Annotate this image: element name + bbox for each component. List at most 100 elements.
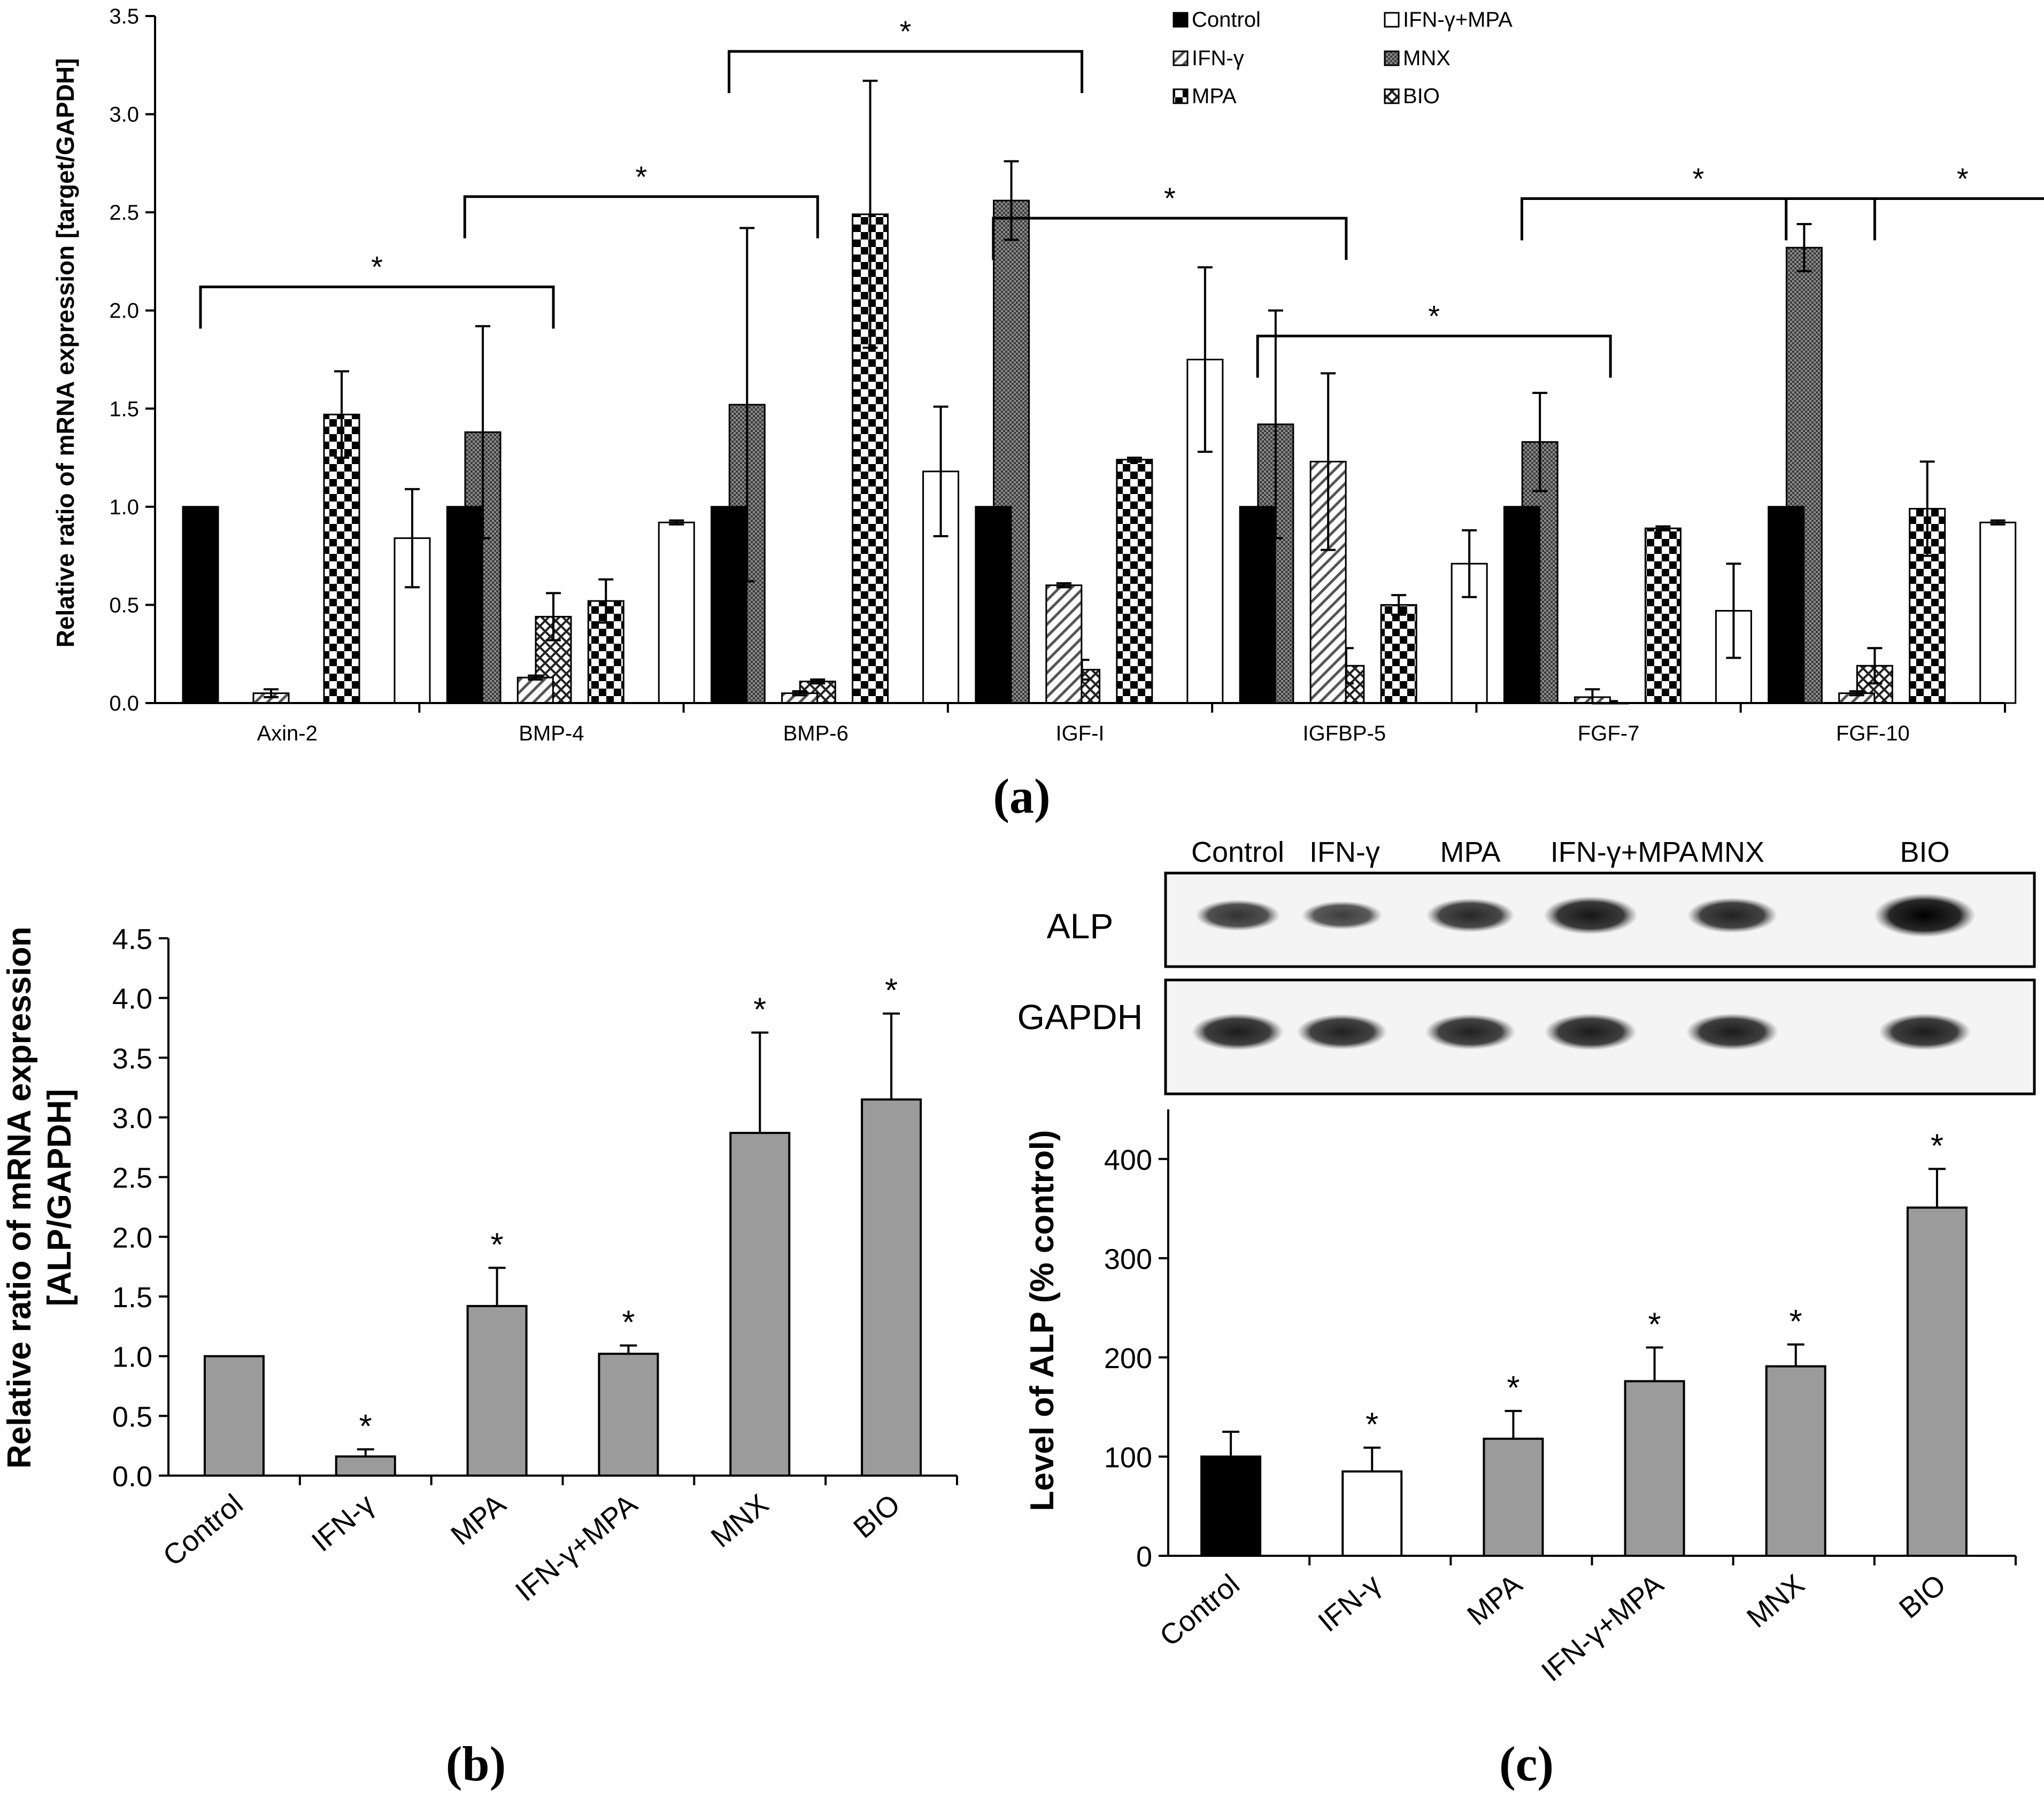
panel-a-significance-star: * [635,160,647,194]
blot-band [1544,896,1638,935]
panel-a-y-tick-label: 0.0 [109,692,139,715]
panel-b-x-tick-label: MNX [705,1488,774,1554]
blot-lane-label: MPA [1440,836,1500,868]
panel-a-y-tick-label: 0.5 [109,593,139,617]
legend-label: MPA [1192,84,1237,108]
legend-swatch [1384,50,1400,66]
panel-c-significance-star: * [1931,1128,1943,1164]
panel-a-significance-star: * [1957,161,1969,195]
panel-a-x-tick-label: BMP-6 [783,722,849,745]
panel-a-bar [658,521,695,704]
panel-a-bar [446,506,483,704]
panel-a-y-tick-label: 3.0 [109,103,139,127]
legend-swatch [1173,88,1189,104]
panel-c-bar [1765,1365,1826,1557]
panel-b-significance-star: * [885,973,898,1009]
panel-b-x-tick-label: MPA [445,1488,512,1552]
panel-a-bar [852,213,889,704]
panel-c-x-tick-label: BIO [1893,1568,1952,1625]
panel-a-bar [975,506,1012,704]
panel-c-bar [1341,1470,1403,1557]
blot-band [1874,893,1976,937]
panel-a-significance-star: * [900,14,912,48]
panel-a-bar [1768,506,1805,704]
panel-b-y-tick-label: 0.5 [112,1401,152,1433]
panel-a-significance-star: * [1164,181,1176,215]
panel-a-significance-star: * [1693,161,1704,195]
blot-band [1195,899,1281,931]
panel-a-y-tick-label: 1.0 [109,496,139,519]
panel-a-bar [1979,521,2017,704]
panel-b-x-tick-label: IFN-γ [306,1488,381,1558]
panel-c-y-tick-label: 200 [1104,1342,1152,1375]
panel-c-significance-star: * [1790,1303,1802,1340]
panel-b-y-tick-label: 0.0 [112,1461,152,1493]
panel-b-y-tick-label: 4.5 [112,923,152,955]
blot-band [1878,1013,1971,1051]
panel-c-label: (c) [1499,1736,1554,1791]
panel-a-significance-bracket [199,285,555,329]
panel-b-x-tick-label: IFN-γ+MPA [510,1488,643,1608]
blot-row-label-gapdh: GAPDH [1017,997,1143,1037]
panel-b-bar [466,1305,528,1477]
panel-a-bar [1503,506,1540,704]
blot-lane-label: IFN-γ [1309,836,1380,868]
blot-band [1544,1013,1637,1051]
legend-swatch [1173,50,1189,66]
panel-b-y-tick-label: 4.0 [112,983,152,1015]
panel-a-significance-bracket [728,50,1084,94]
panel-a-significance-star: * [371,250,383,284]
panel-b-significance-star: * [753,991,766,1028]
blot-band [1191,1013,1284,1051]
panel-a-bar [182,506,219,704]
panel-a-bar [1239,506,1276,704]
panel-c-y-tick-label: 300 [1104,1243,1152,1275]
legend-swatch [1173,12,1189,28]
panel-a-x-tick-label: IGFBP-5 [1302,722,1386,745]
panel-b-bar [203,1355,265,1477]
blot-band [1426,898,1515,932]
blot-band [1687,897,1778,933]
panel-a-y-axis-label: Relative ratio of mRNA expression [targe… [51,58,79,648]
panel-a-bar [711,506,748,704]
panel-c-bar [1200,1455,1262,1557]
panel-c-x-tick-label: IFN-γ+MPA [1536,1568,1669,1688]
blot-band [1686,1013,1779,1051]
panel-a-y-tick-label: 3.5 [109,5,139,28]
blot-lane-label: IFN-γ+MPA [1551,836,1699,868]
panel-a-significance-star: * [1428,299,1440,333]
panel-b-bar [729,1132,791,1477]
panel-c-x-tick-label: MNX [1741,1568,1810,1634]
panel-c-significance-star: * [1366,1407,1378,1444]
panel-a-significance-bracket [463,195,819,238]
panel-c-bar [1906,1206,1968,1557]
panel-a-x-tick-label: FGF-7 [1578,722,1640,745]
panel-b-y-tick-label: 1.5 [112,1282,152,1314]
panel-a-bar [516,676,554,704]
panel-b-y-axis-label-line-1: Relative ratio of mRNA expression [1,927,38,1469]
legend-label: IFN-γ+MPA [1403,8,1513,32]
panel-a-significance-bracket [1520,197,1876,241]
panel-a-bar [1380,604,1417,704]
blot-band [1301,901,1383,930]
panel-a-x-tick-label: FGF-10 [1836,722,1910,745]
blot-lane-label: Control [1191,836,1284,868]
panel-c-bar [1483,1438,1544,1557]
blot-lane-label: MNX [1700,836,1764,868]
western-blot: Control IFN-γ MPA IFN-γ+MPA MNX BIO ALP GAPDH [1017,836,2036,1095]
legend-swatch [1384,12,1400,28]
panel-a-significance-bracket [1256,334,1612,378]
panel-a-x-tick-label: BMP-4 [519,722,584,745]
legend-label: BIO [1403,84,1440,108]
panel-a-legend: Control IFN-γ MPA IFN-γ+MPA MNX BIO [1173,8,1513,108]
panel-b-significance-star: * [622,1305,635,1341]
panel-c-significance-star: * [1507,1370,1519,1407]
legend-label: IFN-γ [1192,47,1244,70]
panel-c-significance-star: * [1648,1306,1661,1343]
panel-b-x-tick-label: Control [157,1488,249,1572]
blot-band [1297,1014,1387,1050]
panel-a-y-tick-label: 2.0 [109,299,139,323]
panel-b-y-tick-label: 2.0 [112,1222,152,1254]
panel-a-significance-bracket [992,217,1348,260]
